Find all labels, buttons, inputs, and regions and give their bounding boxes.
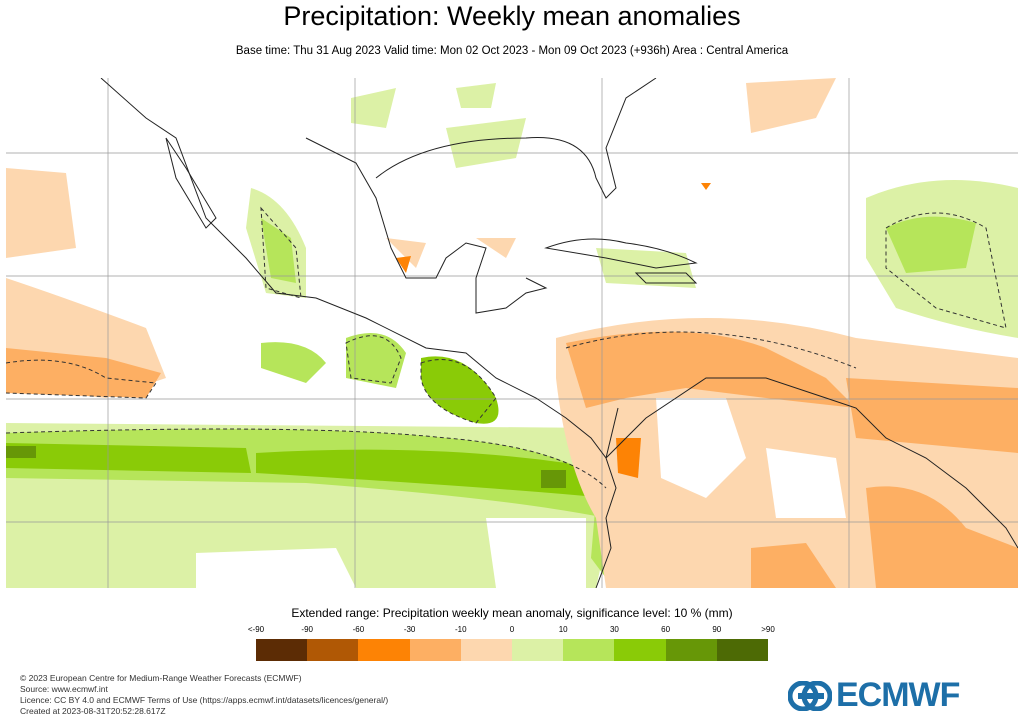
- chart-subtitle: Base time: Thu 31 Aug 2023 Valid time: M…: [235, 45, 789, 57]
- legend-tick: 30: [609, 625, 619, 634]
- legend-tick: 90: [712, 625, 722, 634]
- source: Source: www.ecmwf.int: [20, 684, 108, 694]
- legend-tick: -90: [301, 625, 313, 634]
- color-bar-swatch: [511, 639, 564, 661]
- ecmwf-logo: ECMWF: [788, 676, 960, 715]
- color-bar-swatch: [665, 639, 717, 661]
- color-bar-swatch: [256, 639, 308, 661]
- color-bar-swatch: [460, 639, 512, 661]
- coastlines: [100, 78, 1018, 588]
- legend-tick: -10: [455, 625, 467, 634]
- legend-tick: -30: [403, 625, 416, 634]
- anomaly-area-coast-green: [421, 356, 499, 424]
- color-bar-swatch: [614, 639, 666, 661]
- footer: © 2023 European Centre for Medium-Range …: [20, 673, 388, 717]
- anomaly-area-white-south: [196, 548, 356, 588]
- color-bar-swatch: [358, 639, 410, 661]
- legend-tick: 10: [558, 625, 568, 634]
- ecmwf-logo-icon: [788, 680, 832, 711]
- legend-tick: -60: [352, 625, 365, 634]
- precipitation-anomaly-map: [6, 78, 1018, 588]
- licence: Licence: CC BY 4.0 and ECMWF Terms of Us…: [20, 695, 389, 705]
- legend-title: Extended range: Precipitation weekly mea…: [291, 606, 733, 620]
- color-bar-swatch: [409, 639, 461, 661]
- significance-contours: [6, 206, 1007, 489]
- color-bar-swatch: [563, 639, 615, 661]
- legend-ticks: <-90 -90 -60 -30 -10 0 10 30 60 90 >90: [240, 625, 780, 637]
- legend-tick: 60: [661, 625, 671, 634]
- color-bar-swatch: [307, 639, 359, 661]
- anomaly-area-green-band-strong: [6, 443, 606, 498]
- color-bar-swatch: [716, 639, 768, 661]
- created-at: Created at 2023-08-31T20:52:28.617Z: [20, 706, 166, 716]
- logo-text: ECMWF: [836, 676, 960, 714]
- chart-title: Precipitation: Weekly mean anomalies: [283, 1, 741, 31]
- copyright: © 2023 European Centre for Medium-Range …: [20, 673, 302, 683]
- color-bar: [256, 639, 768, 661]
- legend-tick: >90: [761, 625, 775, 634]
- legend-tick: 0: [509, 625, 515, 634]
- legend-tick: <-90: [247, 625, 265, 634]
